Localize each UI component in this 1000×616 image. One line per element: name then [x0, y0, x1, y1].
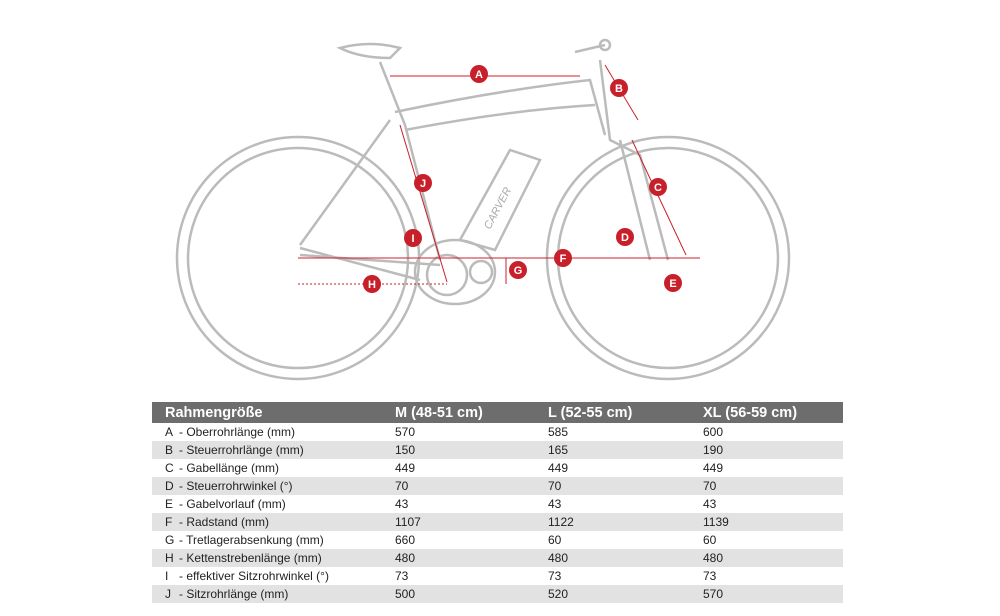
row-letter: F [165, 515, 173, 529]
row-letter: A [165, 425, 174, 439]
value-xl: 190 [703, 441, 843, 459]
value-m: 150 [395, 441, 548, 459]
row-label: A - Oberrohrlänge (mm) [152, 423, 395, 441]
marker-f: F [554, 249, 572, 267]
svg-text:A: A [475, 69, 483, 81]
header-frame-size: Rahmengröße [152, 402, 395, 423]
value-xl: 480 [703, 549, 843, 567]
row-letter: G [165, 533, 175, 547]
value-l: 165 [548, 441, 703, 459]
row-label: E - Gabelvorlauf (mm) [152, 495, 395, 513]
row-label: I - effektiver Sitzrohrwinkel (°) [152, 567, 395, 585]
table-row: G - Tretlagerabsenkung (mm) 660 60 60 [152, 531, 843, 549]
value-m: 70 [395, 477, 548, 495]
header-size-xl: XL (56-59 cm) [703, 402, 843, 423]
value-xl: 600 [703, 425, 724, 439]
row-label: B - Steuerrohrlänge (mm) [152, 441, 395, 459]
row-label: C - Gabellänge (mm) [152, 459, 395, 477]
row-letter: D [165, 479, 174, 493]
table-row: B - Steuerrohrlänge (mm) 150 165 190 [152, 441, 843, 459]
marker-a: A [470, 65, 488, 83]
value-xl: 60 [703, 533, 717, 547]
marker-j: J [414, 174, 432, 192]
marker-d: D [616, 228, 634, 246]
value-m: 1107 [395, 513, 548, 531]
value-l: 480 [548, 549, 703, 567]
marker-h: H [363, 275, 381, 293]
table-row: D - Steuerrohrwinkel (°) 70 70 70 [152, 477, 843, 495]
table-row: C - Gabellänge (mm) 449 449 449 [152, 459, 843, 477]
value-m: 43 [395, 497, 409, 511]
table-row: F - Radstand (mm) 1107 1122 1139 [152, 513, 843, 531]
value-xl: 570 [703, 585, 843, 603]
value-m: 449 [395, 461, 416, 475]
row-name: - Gabellänge (mm) [179, 461, 280, 475]
value-l: 60 [548, 533, 562, 547]
value-xl: 43 [703, 497, 717, 511]
value-m: 73 [395, 569, 409, 583]
header-size-m: M (48-51 cm) [395, 402, 548, 423]
row-label: F - Radstand (mm) [152, 513, 395, 531]
svg-text:E: E [669, 278, 676, 290]
table-row: A - Oberrohrlänge (mm) 570 585 600 [152, 423, 843, 441]
value-l: 585 [548, 425, 569, 439]
marker-c: C [649, 178, 667, 196]
svg-text:I: I [411, 233, 414, 245]
row-name: - Sitzrohrlänge (mm) [179, 587, 289, 601]
svg-text:D: D [621, 232, 629, 244]
value-m: 660 [395, 533, 416, 547]
value-l: 520 [548, 585, 703, 603]
row-name: - Oberrohrlänge (mm) [179, 425, 296, 439]
marker-e: E [664, 274, 682, 292]
value-xl: 449 [703, 461, 724, 475]
value-m: 570 [395, 425, 416, 439]
row-name: - Tretlagerabsenkung (mm) [179, 533, 324, 547]
header-size-l: L (52-55 cm) [548, 402, 703, 423]
value-m: 500 [395, 585, 548, 603]
marker-b: B [610, 79, 628, 97]
row-label: G - Tretlagerabsenkung (mm) [152, 531, 395, 549]
value-xl: 70 [703, 477, 843, 495]
value-m: 480 [395, 549, 548, 567]
row-label: J - Sitzrohrlänge (mm) [152, 585, 395, 603]
row-letter: E [165, 497, 174, 511]
value-l: 73 [548, 569, 562, 583]
row-name: - effektiver Sitzrohrwinkel (°) [179, 569, 329, 583]
frame-size-table: Rahmengröße M (48-51 cm) L (52-55 cm) XL… [152, 402, 843, 603]
svg-text:H: H [368, 279, 376, 291]
row-letter: I [165, 569, 169, 583]
svg-text:J: J [420, 178, 426, 190]
value-xl: 73 [703, 569, 717, 583]
row-letter: J [165, 587, 171, 601]
table-row: E - Gabelvorlauf (mm) 43 43 43 [152, 495, 843, 513]
row-label: D - Steuerrohrwinkel (°) [152, 477, 395, 495]
table-row: H - Kettenstrebenlänge (mm) 480 480 480 [152, 549, 843, 567]
row-name: - Radstand (mm) [179, 515, 270, 529]
row-name: - Gabelvorlauf (mm) [179, 497, 286, 511]
row-letter: C [165, 461, 174, 475]
row-letter: B [165, 443, 174, 457]
value-l: 43 [548, 497, 562, 511]
table-header: Rahmengröße M (48-51 cm) L (52-55 cm) XL… [152, 402, 843, 423]
svg-text:F: F [560, 253, 567, 265]
table-row: I - effektiver Sitzrohrwinkel (°) 73 73 7… [152, 567, 843, 585]
dimension-lines [298, 64, 700, 285]
row-label: H - Kettenstrebenlänge (mm) [152, 549, 395, 567]
table-row: J - Sitzrohrlänge (mm) 500 520 570 [152, 585, 843, 603]
bike-frame [175, 38, 791, 381]
svg-text:B: B [615, 83, 623, 95]
value-l: 1122 [548, 513, 703, 531]
row-letter: H [165, 551, 174, 565]
svg-text:C: C [654, 182, 662, 194]
row-name: - Steuerrohrlänge (mm) [179, 443, 304, 457]
marker-g: G [509, 261, 527, 279]
value-l: 70 [548, 477, 703, 495]
row-name: - Steuerrohrwinkel (°) [179, 479, 293, 493]
marker-i: I [404, 229, 422, 247]
svg-text:G: G [514, 265, 523, 277]
value-xl: 1139 [703, 513, 843, 531]
row-name: - Kettenstrebenlänge (mm) [179, 551, 322, 565]
value-l: 449 [548, 461, 569, 475]
